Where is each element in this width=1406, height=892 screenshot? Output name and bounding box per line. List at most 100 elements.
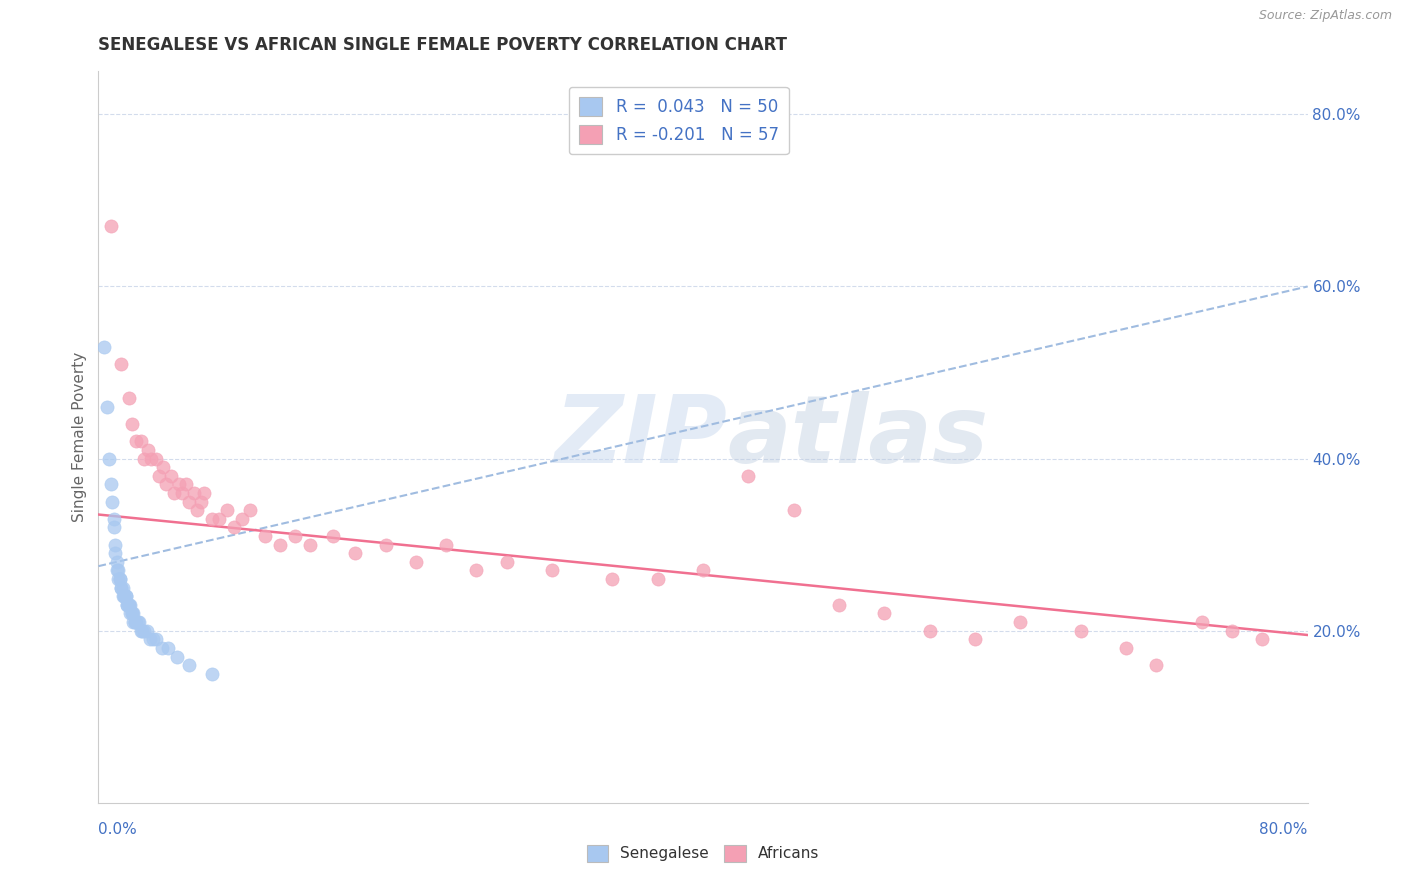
Point bbox=[110, 581, 132, 595]
Point bbox=[128, 615, 150, 629]
Point bbox=[160, 468, 183, 483]
Point bbox=[177, 658, 201, 673]
Point bbox=[465, 564, 488, 578]
Text: Source: ZipAtlas.com: Source: ZipAtlas.com bbox=[1258, 9, 1392, 22]
Point bbox=[129, 434, 152, 449]
Point bbox=[107, 564, 129, 578]
Text: 80.0%: 80.0% bbox=[1260, 822, 1308, 837]
Point bbox=[118, 392, 141, 406]
Point bbox=[105, 564, 128, 578]
Point bbox=[111, 589, 134, 603]
Point bbox=[122, 615, 145, 629]
Point bbox=[193, 486, 215, 500]
Point bbox=[114, 589, 136, 603]
Point bbox=[150, 640, 173, 655]
Point bbox=[215, 503, 238, 517]
Point bbox=[737, 468, 759, 483]
Point bbox=[163, 486, 186, 500]
Point bbox=[1144, 658, 1167, 673]
Point bbox=[108, 572, 131, 586]
Point bbox=[125, 434, 148, 449]
Point bbox=[201, 666, 224, 681]
Point bbox=[100, 219, 122, 234]
Point bbox=[136, 442, 159, 457]
Point bbox=[322, 529, 344, 543]
Point bbox=[374, 538, 396, 552]
Point bbox=[120, 598, 142, 612]
Point bbox=[540, 564, 562, 578]
Point bbox=[405, 555, 427, 569]
Point bbox=[112, 589, 135, 603]
Point bbox=[118, 598, 141, 612]
Point bbox=[152, 460, 174, 475]
Point bbox=[103, 512, 125, 526]
Point bbox=[141, 451, 163, 466]
Point bbox=[104, 546, 127, 560]
Point bbox=[103, 520, 125, 534]
Point bbox=[101, 494, 124, 508]
Point bbox=[121, 607, 143, 621]
Point bbox=[104, 538, 127, 552]
Point bbox=[105, 555, 128, 569]
Point bbox=[284, 529, 307, 543]
Point bbox=[131, 624, 153, 638]
Point bbox=[115, 598, 138, 612]
Point bbox=[129, 624, 152, 638]
Point bbox=[224, 520, 246, 534]
Point bbox=[1220, 624, 1243, 638]
Point bbox=[156, 640, 179, 655]
Text: 0.0%: 0.0% bbox=[98, 822, 138, 837]
Point bbox=[299, 538, 322, 552]
Point bbox=[190, 494, 212, 508]
Point bbox=[344, 546, 367, 560]
Point bbox=[96, 400, 118, 414]
Point bbox=[918, 624, 941, 638]
Point bbox=[167, 477, 190, 491]
Point bbox=[1115, 640, 1137, 655]
Point bbox=[782, 503, 804, 517]
Point bbox=[142, 632, 165, 647]
Y-axis label: Single Female Poverty: Single Female Poverty bbox=[72, 352, 87, 522]
Text: SENEGALESE VS AFRICAN SINGLE FEMALE POVERTY CORRELATION CHART: SENEGALESE VS AFRICAN SINGLE FEMALE POVE… bbox=[98, 36, 787, 54]
Point bbox=[647, 572, 669, 586]
Point bbox=[434, 538, 457, 552]
Point bbox=[208, 512, 231, 526]
Point bbox=[108, 572, 131, 586]
Point bbox=[111, 581, 134, 595]
Point bbox=[120, 607, 142, 621]
Point bbox=[170, 486, 193, 500]
Point bbox=[132, 624, 155, 638]
Point bbox=[110, 581, 132, 595]
Point bbox=[1010, 615, 1032, 629]
Legend: Senegalese, Africans: Senegalese, Africans bbox=[581, 838, 825, 868]
Text: ZIP: ZIP bbox=[554, 391, 727, 483]
Point bbox=[239, 503, 262, 517]
Point bbox=[98, 451, 121, 466]
Point bbox=[965, 632, 987, 647]
Point bbox=[183, 486, 205, 500]
Point bbox=[115, 598, 138, 612]
Point bbox=[121, 417, 143, 432]
Point bbox=[155, 477, 177, 491]
Point bbox=[166, 649, 188, 664]
Point bbox=[1070, 624, 1092, 638]
Point bbox=[148, 468, 170, 483]
Point bbox=[231, 512, 253, 526]
Point bbox=[828, 598, 851, 612]
Point bbox=[114, 589, 136, 603]
Point bbox=[495, 555, 517, 569]
Point bbox=[118, 598, 141, 612]
Point bbox=[124, 615, 146, 629]
Point bbox=[121, 607, 143, 621]
Point bbox=[139, 632, 162, 647]
Text: atlas: atlas bbox=[727, 391, 988, 483]
Point bbox=[135, 624, 157, 638]
Point bbox=[145, 451, 167, 466]
Point bbox=[1251, 632, 1274, 647]
Point bbox=[602, 572, 624, 586]
Point bbox=[110, 357, 132, 371]
Point bbox=[174, 477, 197, 491]
Point bbox=[127, 615, 149, 629]
Point bbox=[186, 503, 208, 517]
Point bbox=[201, 512, 224, 526]
